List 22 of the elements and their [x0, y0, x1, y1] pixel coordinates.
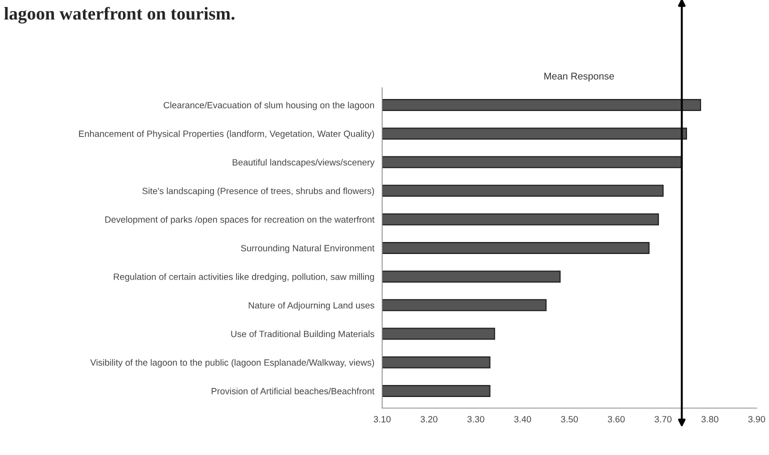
- y-tick-label: Enhancement of Physical Properties (landform, Vegetation, Water Quality): [79, 130, 374, 139]
- x-tick-label: 3.70: [654, 416, 672, 422]
- y-tick-label: Development of parks /open spaces for recreation on the waterfront: [105, 216, 375, 225]
- y-tick-label: Site's landscaping (Presence of trees, shrubs and flowers): [142, 188, 374, 196]
- x-tick-label: 3.30: [467, 416, 484, 422]
- x-tick-label: 3.20: [420, 416, 438, 422]
- y-tick-label: Regulation of certain activities like dredging, pollution, saw milling: [114, 273, 374, 282]
- chart-title: Mean Response: [544, 72, 614, 82]
- x-tick-label: 3.10: [374, 416, 391, 422]
- x-tick-label: 3.50: [561, 416, 578, 422]
- text: lagoon waterfront on tourism.: [4, 6, 234, 24]
- y-tick-label: Visibility of the lagoon to the public (lagoon Esplanade/Walkway, views): [90, 359, 374, 368]
- x-tick-label: 3.60: [608, 416, 625, 422]
- y-tick-label: Nature of Adjourning Land uses: [248, 302, 374, 310]
- x-tick-label: 3.90: [748, 416, 766, 422]
- y-tick-label: Use of Traditional Building Materials: [231, 330, 374, 339]
- x-tick-label: 3.80: [701, 416, 718, 422]
- y-tick-label: Clearance/Evacuation of slum housing on the lagoon: [164, 102, 374, 110]
- y-tick-label: Beautiful landscapes/views/scenery: [232, 158, 375, 168]
- x-tick-label: 3.40: [514, 416, 532, 422]
- y-tick-label: Provision of Artificial beaches/Beachfront: [212, 388, 374, 394]
- y-tick-label: Surrounding Natural Environment: [240, 244, 374, 254]
